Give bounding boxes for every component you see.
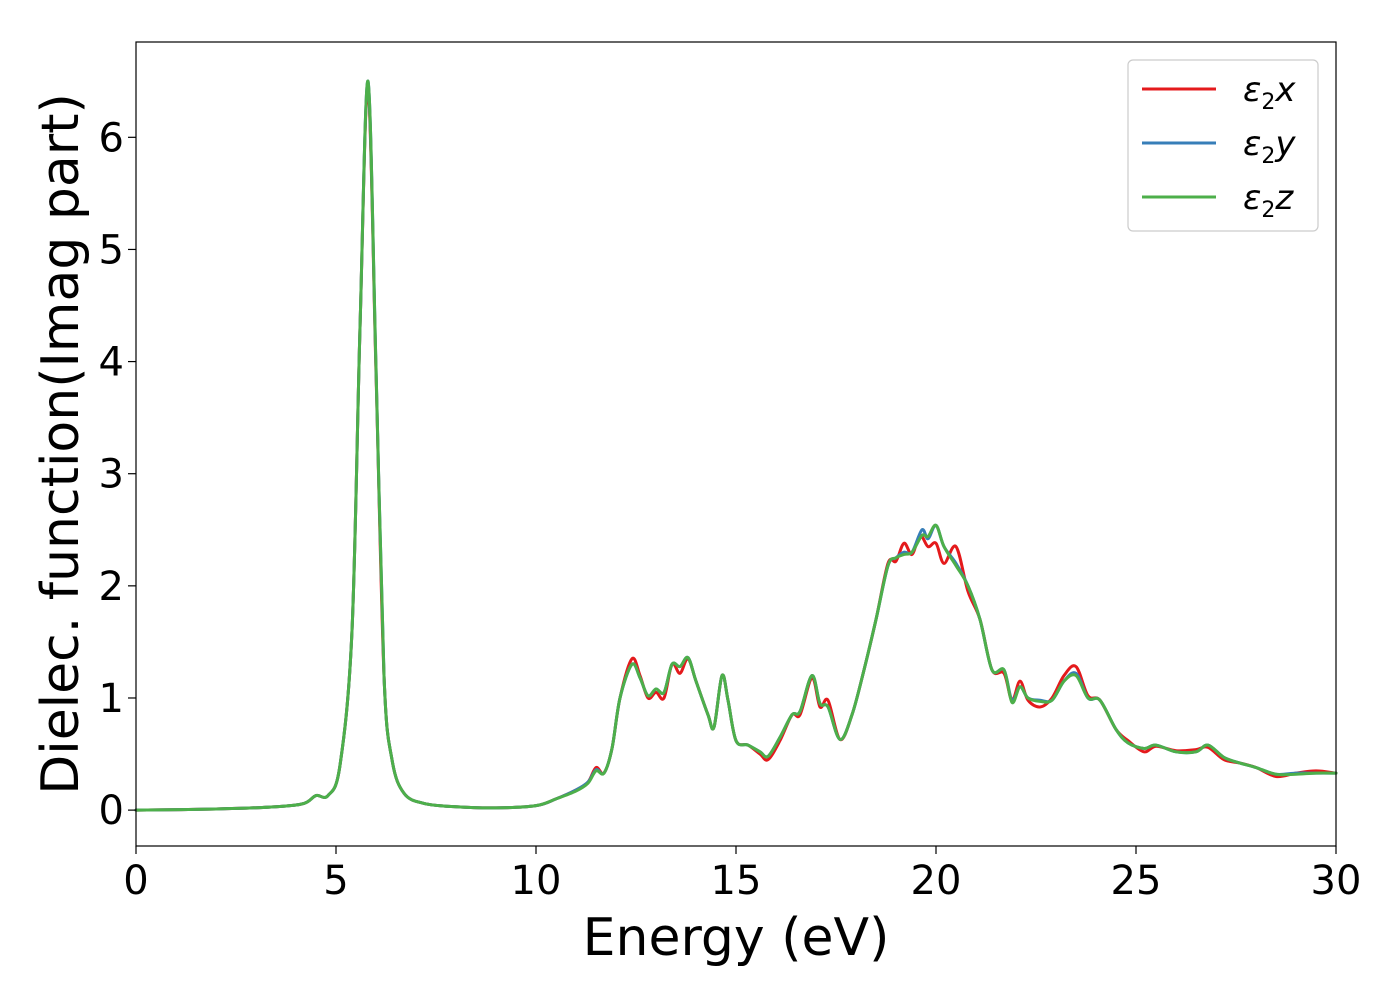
y-tick-label: 2 xyxy=(99,564,124,610)
x-tick-label: 15 xyxy=(711,858,762,904)
y-tick-label: 6 xyxy=(99,115,124,161)
y-tick-label: 1 xyxy=(99,676,124,722)
x-tick-label: 25 xyxy=(1111,858,1162,904)
legend-label-z: ε2z xyxy=(1243,178,1294,223)
legend-frame xyxy=(1127,59,1319,232)
legend-items: ε2x ε2y ε2z xyxy=(1142,70,1296,223)
legend-label-y: ε2y xyxy=(1243,124,1296,169)
x-axis-label: Energy (eV) xyxy=(583,908,890,968)
x-tick-label: 0 xyxy=(123,858,148,904)
series-layer xyxy=(134,79,1338,812)
series-line-z xyxy=(134,79,1338,812)
x-tick-label: 10 xyxy=(511,858,562,904)
x-tick-label: 20 xyxy=(911,858,962,904)
y-tick-label: 0 xyxy=(99,788,124,834)
y-tick-label: 5 xyxy=(99,227,124,273)
y-tick-label: 4 xyxy=(99,340,124,386)
x-axis-ticks: 0 5 10 15 20 25 30 xyxy=(123,846,1361,904)
legend: ε2x ε2y ε2z xyxy=(1127,59,1319,232)
x-tick-label: 30 xyxy=(1311,858,1362,904)
y-tick-label: 3 xyxy=(99,452,124,498)
y-axis-ticks: 0 1 2 3 4 5 6 xyxy=(99,115,136,834)
x-tick-label: 5 xyxy=(323,858,348,904)
y-axis-label: Dielec. function(Imag part) xyxy=(31,93,91,795)
legend-label-x: ε2x xyxy=(1243,70,1296,115)
